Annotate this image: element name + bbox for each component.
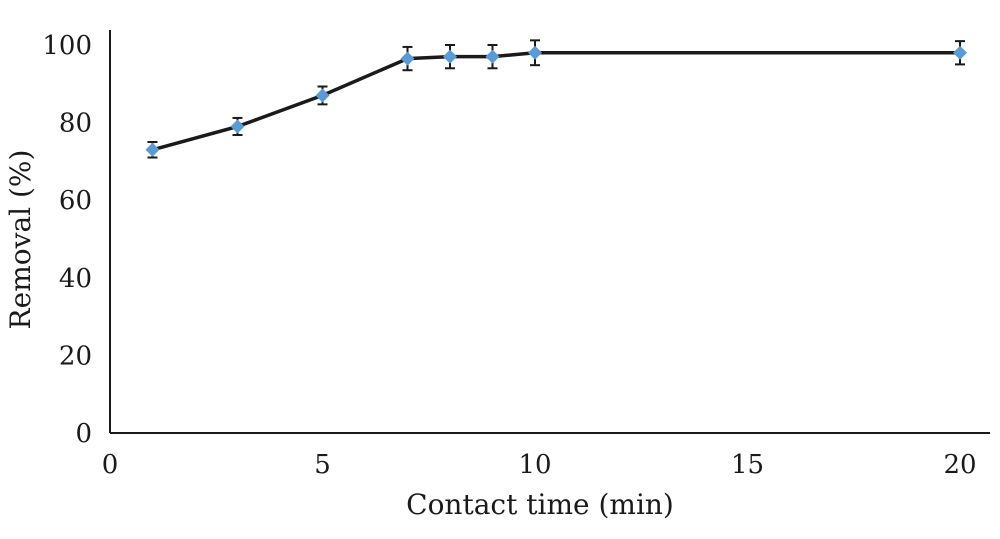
data-point: [400, 51, 415, 66]
y-tick-label: 20: [59, 341, 92, 371]
data-point: [953, 45, 967, 60]
y-tick-label: 0: [75, 419, 92, 449]
data-point: [315, 88, 330, 103]
y-tick-label: 80: [59, 109, 92, 139]
series-line: [152, 51, 960, 152]
y-tick-label: 60: [59, 186, 92, 216]
y-tick-label: 100: [42, 31, 92, 61]
y-tick-labels: 0 20 40 60 80 100: [42, 31, 92, 449]
data-point: [528, 45, 542, 60]
data-point: [230, 119, 245, 134]
y-axis-title: Removal (%): [4, 150, 37, 330]
x-tick-label: 0: [102, 450, 119, 480]
series-layer: [145, 39, 967, 159]
data-point: [485, 49, 500, 64]
data-point: [145, 142, 160, 157]
x-tick-label: 15: [731, 450, 764, 480]
axes: [109, 30, 990, 434]
x-tick-label: 5: [314, 450, 331, 480]
x-tick-label: 20: [943, 450, 976, 480]
x-tick-labels: 0 5 10 15 20: [102, 450, 977, 480]
x-tick-label: 10: [518, 450, 551, 480]
data-point: [443, 49, 457, 64]
y-tick-label: 40: [59, 264, 92, 294]
x-axis-title: Contact time (min): [406, 488, 674, 521]
